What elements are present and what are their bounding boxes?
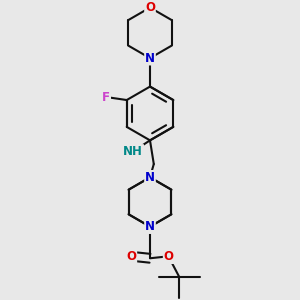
Text: NH: NH <box>123 145 143 158</box>
Text: N: N <box>145 220 155 233</box>
Text: N: N <box>145 52 155 64</box>
Text: F: F <box>102 91 110 104</box>
Text: O: O <box>145 1 155 14</box>
Text: N: N <box>145 171 155 184</box>
Text: O: O <box>126 250 136 263</box>
Text: O: O <box>164 250 174 263</box>
